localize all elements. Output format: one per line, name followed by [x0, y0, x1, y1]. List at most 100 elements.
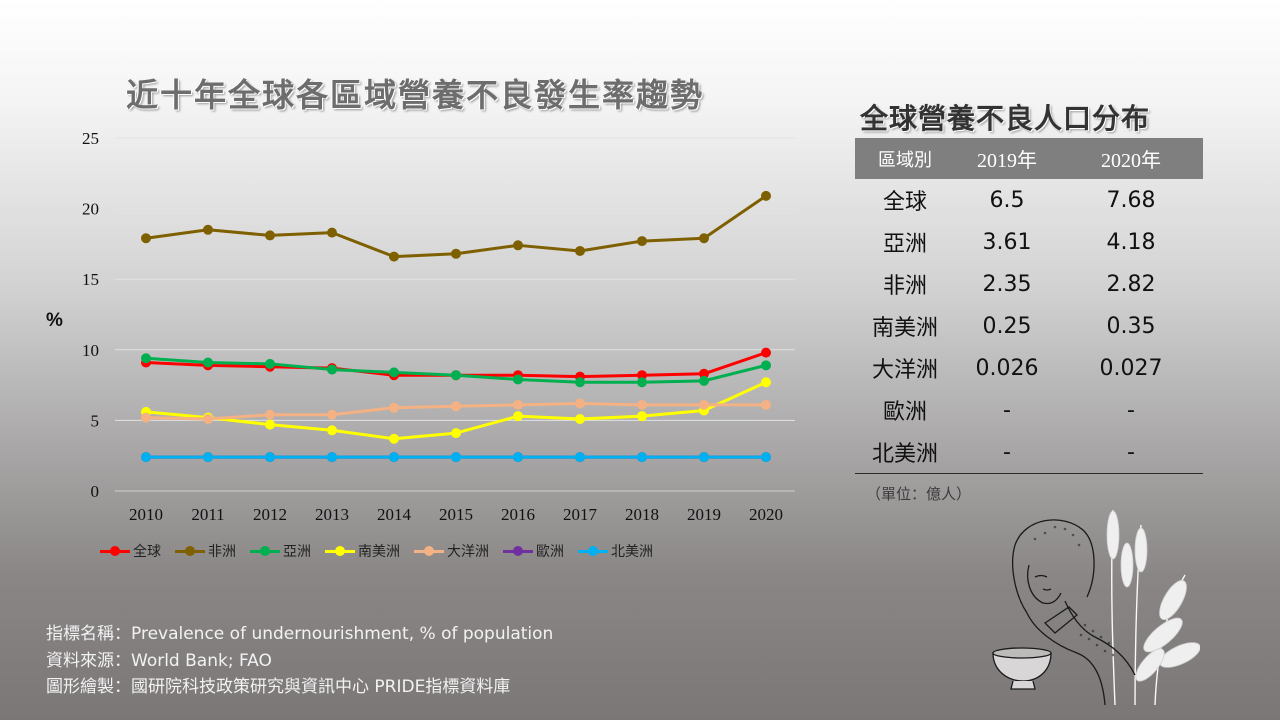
x-tick-label: 2015: [439, 505, 473, 524]
x-tick-label: 2012: [253, 505, 287, 524]
data-point: [389, 402, 399, 413]
data-point: [327, 364, 337, 375]
data-point: [637, 411, 647, 422]
data-point: [761, 347, 771, 358]
legend-item: 北美洲: [578, 541, 653, 561]
data-point: [513, 240, 523, 251]
x-tick-label: 2011: [191, 505, 224, 524]
data-point: [575, 398, 585, 409]
table-title: 全球營養不良人口分布: [860, 102, 1151, 135]
data-point: [513, 374, 523, 385]
data-point: [203, 224, 213, 235]
x-tick-label: 2018: [625, 505, 659, 524]
indicator-name-note: 指標名稱：Prevalence of undernourishment, % o…: [46, 624, 554, 644]
data-point: [637, 377, 647, 388]
table-cell-region: 歐洲: [882, 400, 927, 425]
data-point: [141, 412, 151, 423]
legend-swatch: [100, 545, 130, 556]
table-cell-region: 南美洲: [871, 316, 938, 341]
data-point: [575, 245, 585, 256]
data-point: [389, 367, 399, 378]
data-point: [265, 358, 275, 369]
y-tick-label: 5: [91, 411, 100, 430]
legend-label: 亞洲: [283, 544, 311, 560]
data-point: [451, 452, 461, 463]
data-point: [699, 368, 709, 379]
table-header-row: 區域別 2019年 2020年: [855, 138, 1203, 179]
data-point: [265, 452, 275, 463]
data-point: [513, 411, 523, 422]
table-cell-region: 全球: [882, 190, 927, 215]
legend-label: 南美洲: [358, 544, 400, 560]
table-header-2019: 2019年: [955, 138, 1059, 179]
data-point: [575, 377, 585, 388]
data-point: [637, 399, 647, 410]
data-point: [637, 370, 647, 381]
y-tick-label: 0: [91, 482, 100, 501]
table-cell-2019: 2.35: [982, 271, 1032, 297]
x-tick-label: 2020: [749, 505, 783, 524]
data-point: [327, 409, 337, 420]
unit-note: （單位：億人）: [866, 485, 972, 503]
data-point: [265, 230, 275, 241]
chart-title: 近十年全球各區域營養不良發生率趨勢: [126, 76, 705, 114]
legend-label: 全球: [133, 544, 161, 560]
legend-item: 歐洲: [503, 541, 564, 561]
data-point: [575, 413, 585, 424]
y-tick-label: 15: [82, 270, 99, 289]
data-point: [451, 248, 461, 259]
table-header-2020: 2020年: [1059, 138, 1203, 179]
legend-swatch: [175, 545, 205, 556]
legend-item: 南美洲: [325, 541, 400, 561]
data-point: [699, 375, 709, 386]
series-亞洲: [141, 353, 771, 388]
data-point: [761, 360, 771, 371]
data-point: [141, 452, 151, 463]
table-cell-2020: -: [1127, 397, 1135, 423]
x-axis-ticks: 2010 2011 2012 2013 2014 2015 2016 2017 2018 2019…: [129, 505, 783, 524]
y-tick-label: 10: [82, 341, 99, 360]
data-point: [761, 452, 771, 463]
table-cell-region: 亞洲: [882, 232, 927, 257]
table-cell-region: 大洋洲: [871, 358, 938, 383]
legend-item: 亞洲: [250, 541, 311, 561]
table-row: 歐洲 - -: [855, 389, 1203, 431]
graphic-credit-note: 圖形繪製：國研院科技政策研究與資訊中心 PRIDE指標資料庫: [46, 677, 511, 697]
x-tick-label: 2014: [377, 505, 412, 524]
data-point: [761, 377, 771, 388]
legend-swatch: [414, 545, 444, 556]
table-cell-region: 非洲: [882, 274, 927, 299]
table-cell-region: 北美洲: [855, 431, 955, 474]
table-cell-2019: 6.5: [989, 187, 1025, 213]
y-tick-label: 25: [82, 129, 99, 148]
table-cell-2020: 4.18: [1106, 229, 1156, 255]
table-cell-2020: 0.35: [1106, 313, 1156, 339]
data-point: [203, 413, 213, 424]
table-row: 亞洲 3.61 4.18: [855, 221, 1203, 263]
table-row: 北美洲 - -: [855, 431, 1203, 474]
data-point: [141, 233, 151, 244]
table-cell-2020: 2.82: [1106, 271, 1156, 297]
legend-item: 非洲: [175, 541, 236, 561]
data-point: [203, 452, 213, 463]
series-line: [145, 194, 767, 259]
y-axis-ticks: 0 5 10 15 20 25: [82, 129, 99, 501]
data-point: [327, 425, 337, 436]
data-point: [637, 452, 647, 463]
data-point: [761, 399, 771, 410]
chart-legend: 全球 非洲 亞洲 南美洲 大洋洲 歐洲 北美洲: [100, 541, 720, 561]
data-point: [699, 233, 709, 244]
table-cell-2020: -: [1059, 431, 1203, 474]
data-point: [699, 399, 709, 410]
table-cell-2020: 0.027: [1099, 355, 1163, 381]
table-row: 大洋洲 0.026 0.027: [855, 347, 1203, 389]
praying-farmer-wheat-illustration: [992, 509, 1200, 706]
data-point: [141, 353, 151, 364]
data-point: [513, 452, 523, 463]
x-tick-label: 2017: [563, 505, 598, 524]
legend-label: 北美洲: [611, 544, 653, 560]
table-row: 非洲 2.35 2.82: [855, 263, 1203, 305]
data-point: [451, 370, 461, 381]
data-point: [265, 419, 275, 430]
